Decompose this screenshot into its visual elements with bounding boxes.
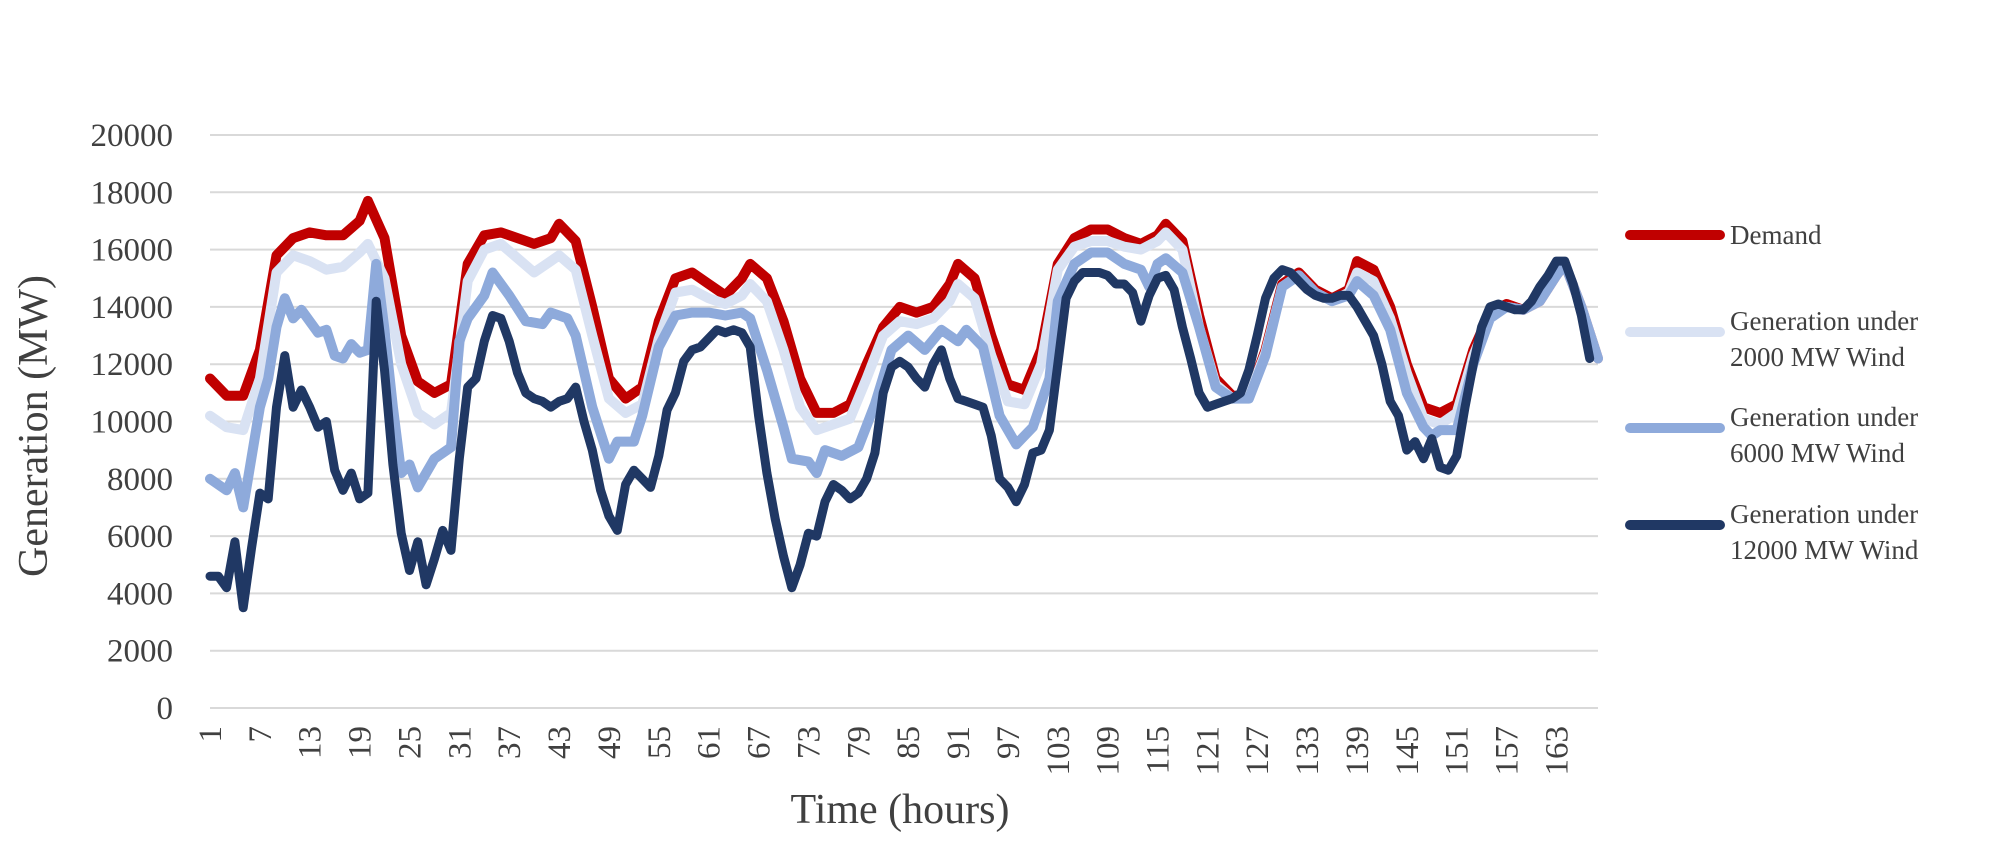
y-tick-label: 16000 (91, 233, 174, 269)
x-tick-label: 163 (1539, 726, 1575, 776)
series-line-4 (205, 256, 1595, 613)
x-tick-label: 139 (1340, 726, 1376, 776)
legend-label: Generation under (1730, 499, 1918, 529)
series-line-1 (205, 195, 1603, 418)
x-tick-label: 103 (1041, 726, 1077, 776)
x-tick-label: 109 (1091, 726, 1127, 776)
x-tick-label: 85 (891, 726, 927, 759)
y-axis-ticks: 0 2000 4000 6000 8000 10000 12000 14000 16000 180… (91, 118, 174, 727)
x-tick-label: 1 (193, 726, 229, 743)
legend-label: Generation under (1730, 306, 1918, 336)
y-tick-label: 10000 (91, 405, 174, 441)
legend-label: Demand (1730, 220, 1822, 250)
x-tick-label: 97 (991, 726, 1027, 759)
x-tick-label: 91 (941, 726, 977, 759)
y-tick-label: 12000 (91, 347, 174, 383)
y-tick-label: 2000 (107, 634, 173, 670)
series-line-2 (205, 227, 1603, 436)
y-tick-label: 14000 (91, 290, 174, 326)
legend-label: Generation under (1730, 402, 1918, 432)
x-tick-label: 151 (1440, 726, 1476, 776)
y-tick-label: 0 (157, 691, 174, 727)
x-tick-label: 121 (1190, 726, 1226, 776)
legend-item: Generation under 12000 MW Wind (1625, 499, 1919, 565)
x-tick-label: 115 (1140, 726, 1176, 774)
legend-label: 6000 MW Wind (1730, 438, 1905, 468)
x-tick-label: 157 (1490, 726, 1526, 776)
x-tick-label: 127 (1240, 726, 1276, 776)
x-tick-label: 55 (642, 726, 678, 759)
legend-item: Demand (1625, 220, 1822, 250)
x-tick-label: 13 (293, 726, 329, 759)
x-tick-label: 25 (392, 726, 428, 759)
x-tick-label: 19 (343, 726, 379, 759)
gridlines (210, 134, 1598, 709)
y-tick-label: 8000 (107, 462, 173, 498)
y-tick-label: 6000 (107, 519, 173, 555)
legend-item: Generation under 6000 MW Wind (1625, 402, 1918, 468)
x-tick-label: 37 (492, 726, 528, 759)
x-axis-title: Time (hours) (791, 787, 1010, 833)
legend-label: 12000 MW Wind (1730, 535, 1919, 565)
x-tick-label: 61 (692, 726, 728, 759)
y-axis-title: Generation (MW) (11, 275, 57, 577)
x-tick-label: 145 (1390, 726, 1426, 776)
series-lines (205, 195, 1603, 613)
x-tick-label: 31 (442, 726, 478, 759)
x-tick-label: 43 (542, 726, 578, 759)
x-tick-label: 133 (1290, 726, 1326, 776)
x-tick-label: 49 (592, 726, 628, 759)
x-axis-ticks: 1 7 13 19 25 31 37 43 49 55 61 67 73 79 85 91 97 103 109 11… (193, 726, 1575, 776)
y-tick-label: 4000 (107, 576, 173, 612)
legend-item: Generation under 2000 MW Wind (1625, 306, 1918, 372)
x-tick-label: 7 (243, 726, 279, 743)
x-tick-label: 79 (841, 726, 877, 759)
y-tick-label: 20000 (91, 118, 174, 154)
legend-label: 2000 MW Wind (1730, 342, 1905, 372)
x-tick-label: 67 (742, 726, 778, 759)
y-tick-label: 18000 (91, 175, 174, 211)
x-tick-label: 73 (791, 726, 827, 759)
